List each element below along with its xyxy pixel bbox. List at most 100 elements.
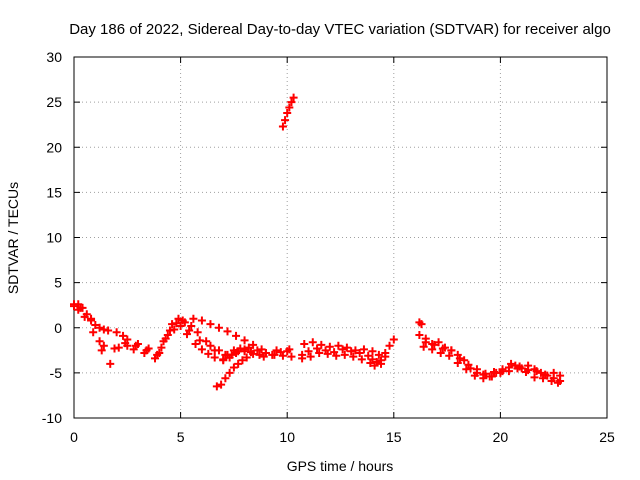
data-point bbox=[460, 356, 469, 365]
data-point bbox=[232, 331, 241, 340]
data-point bbox=[434, 338, 443, 347]
data-point bbox=[289, 93, 298, 102]
data-point bbox=[206, 320, 215, 329]
data-point bbox=[163, 330, 172, 339]
data-point bbox=[549, 368, 558, 377]
data-point bbox=[172, 319, 181, 328]
data-point bbox=[479, 374, 488, 383]
data-point bbox=[206, 341, 215, 350]
data-point bbox=[240, 336, 249, 345]
x-axis-label: GPS time / hours bbox=[287, 458, 394, 474]
data-point bbox=[366, 358, 375, 367]
data-point bbox=[91, 321, 100, 330]
data-point bbox=[381, 352, 390, 361]
data-point bbox=[97, 346, 106, 355]
data-point bbox=[306, 352, 315, 361]
data-point bbox=[556, 371, 565, 380]
data-point bbox=[334, 341, 343, 350]
data-point bbox=[70, 300, 78, 309]
data-point bbox=[153, 350, 162, 359]
data-point bbox=[229, 363, 238, 372]
data-point bbox=[165, 326, 174, 335]
data-point bbox=[212, 382, 221, 391]
data-point bbox=[417, 320, 426, 329]
data-point bbox=[238, 356, 247, 365]
grid bbox=[74, 57, 607, 418]
data-point bbox=[342, 343, 351, 352]
data-point bbox=[323, 349, 332, 358]
y-tick-label: 10 bbox=[46, 230, 62, 246]
data-point bbox=[438, 344, 447, 353]
data-point bbox=[272, 346, 281, 355]
data-point bbox=[257, 345, 266, 354]
data-point bbox=[340, 350, 349, 359]
data-point bbox=[332, 351, 341, 360]
data-point bbox=[370, 361, 379, 370]
data-point bbox=[419, 342, 428, 351]
data-point bbox=[536, 368, 545, 377]
data-point bbox=[507, 359, 516, 368]
data-point bbox=[472, 365, 481, 374]
data-point bbox=[287, 352, 296, 361]
data-point bbox=[221, 374, 230, 383]
data-point bbox=[174, 314, 183, 323]
data-point bbox=[285, 345, 294, 354]
data-point bbox=[219, 356, 228, 365]
data-point bbox=[112, 328, 121, 337]
data-point bbox=[481, 369, 490, 378]
data-point bbox=[217, 380, 226, 389]
data-point bbox=[530, 373, 539, 382]
data-point bbox=[176, 321, 185, 330]
data-point bbox=[191, 339, 200, 348]
data-point bbox=[355, 349, 364, 358]
y-tick-label: 30 bbox=[46, 49, 62, 65]
data-point bbox=[210, 353, 219, 362]
data-point bbox=[214, 323, 223, 332]
data-point bbox=[193, 328, 202, 337]
data-point bbox=[89, 328, 98, 337]
data-point bbox=[315, 349, 324, 358]
data-point bbox=[385, 341, 394, 350]
data-point bbox=[204, 349, 213, 358]
y-tick-label: 0 bbox=[54, 320, 62, 336]
data-point bbox=[221, 350, 230, 359]
data-point bbox=[436, 349, 445, 358]
data-point bbox=[142, 346, 151, 355]
y-tick-label: 5 bbox=[54, 275, 62, 291]
data-point bbox=[496, 368, 505, 377]
data-point bbox=[234, 359, 243, 368]
data-point bbox=[225, 368, 234, 377]
data-point bbox=[121, 339, 130, 348]
data-point bbox=[99, 341, 108, 350]
data-point bbox=[308, 338, 317, 347]
data-point bbox=[325, 342, 334, 351]
y-axis-label: SDTVAR / TECUs bbox=[5, 182, 21, 294]
data-point bbox=[95, 337, 104, 346]
data-point bbox=[428, 345, 437, 354]
data-point bbox=[464, 360, 473, 369]
data-point bbox=[268, 350, 277, 359]
data-point bbox=[421, 338, 430, 347]
data-point bbox=[368, 347, 377, 356]
y-tick-label: 25 bbox=[46, 94, 62, 110]
data-point bbox=[249, 349, 258, 358]
data-point bbox=[455, 354, 464, 363]
data-point bbox=[283, 108, 292, 117]
data-point bbox=[357, 355, 366, 364]
data-point bbox=[232, 349, 241, 358]
data-point bbox=[359, 345, 368, 354]
data-point bbox=[364, 351, 373, 360]
data-point bbox=[298, 354, 307, 363]
data-point bbox=[287, 98, 296, 107]
data-point bbox=[521, 367, 530, 376]
data-point bbox=[447, 346, 456, 355]
y-tick-label: 15 bbox=[46, 184, 62, 200]
data-point bbox=[415, 330, 424, 339]
data-point bbox=[242, 353, 251, 362]
data-point bbox=[524, 361, 533, 370]
data-point bbox=[430, 340, 439, 349]
data-point bbox=[178, 316, 187, 325]
data-point bbox=[110, 344, 119, 353]
data-point bbox=[374, 350, 383, 359]
